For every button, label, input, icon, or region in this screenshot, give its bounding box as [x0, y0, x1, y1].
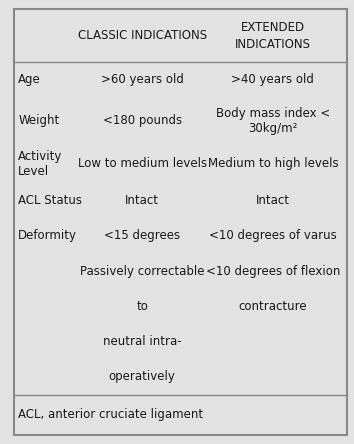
Text: neutral intra-: neutral intra-	[103, 335, 182, 348]
Text: CLASSIC INDICATIONS: CLASSIC INDICATIONS	[78, 29, 207, 42]
Text: Deformity: Deformity	[18, 230, 77, 242]
Text: ACL, anterior cruciate ligament: ACL, anterior cruciate ligament	[18, 408, 203, 421]
Text: Low to medium levels: Low to medium levels	[78, 157, 207, 170]
Text: Age: Age	[18, 73, 41, 86]
Text: Body mass index <
30kg/m²: Body mass index < 30kg/m²	[216, 107, 330, 135]
Text: contracture: contracture	[239, 300, 307, 313]
Text: <180 pounds: <180 pounds	[103, 114, 182, 127]
Text: to: to	[136, 300, 148, 313]
Text: Intact: Intact	[256, 194, 290, 207]
Text: >60 years old: >60 years old	[101, 73, 184, 86]
Text: operatively: operatively	[109, 370, 176, 384]
Text: Intact: Intact	[125, 194, 159, 207]
Text: <15 degrees: <15 degrees	[104, 230, 180, 242]
Text: EXTENDED
INDICATIONS: EXTENDED INDICATIONS	[235, 20, 311, 51]
Text: Medium to high levels: Medium to high levels	[207, 157, 338, 170]
Text: >40 years old: >40 years old	[232, 73, 314, 86]
Text: <10 degrees of flexion: <10 degrees of flexion	[206, 265, 340, 278]
Text: Weight: Weight	[18, 114, 59, 127]
Text: Passively correctable: Passively correctable	[80, 265, 205, 278]
Text: ACL Status: ACL Status	[18, 194, 82, 207]
Text: Activity
Level: Activity Level	[18, 150, 63, 178]
Text: <10 degrees of varus: <10 degrees of varus	[209, 230, 337, 242]
